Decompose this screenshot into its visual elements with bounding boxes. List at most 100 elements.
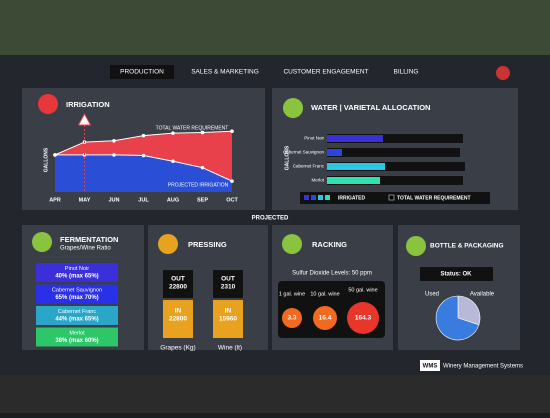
- y-axis-label: GALLONS: [284, 145, 290, 170]
- point: [171, 131, 175, 135]
- divider-label: PROJECTED: [252, 216, 289, 222]
- out-value: 22800: [169, 284, 187, 291]
- level-circle: [282, 308, 302, 328]
- nav-item[interactable]: BILLING: [394, 69, 419, 76]
- legend-swatch: [318, 195, 323, 200]
- wine-label: 1 gal. wine: [279, 291, 305, 297]
- in-box: [213, 300, 243, 338]
- area: [55, 154, 232, 192]
- ratio-box: [36, 284, 118, 304]
- variety: Merlot: [69, 330, 85, 336]
- point: [230, 129, 234, 133]
- x-tick-label: JUL: [138, 197, 149, 203]
- out-value: 2310: [221, 284, 236, 291]
- variety: Cabernet Franc: [58, 309, 96, 315]
- ratio: 40% (max 65%): [55, 274, 98, 280]
- in-value: 15960: [219, 316, 237, 323]
- bar: [327, 163, 385, 170]
- panel-subtitle: Grapes/Wine Ratio: [60, 246, 111, 252]
- annotation: TOTAL WATER REQUIREMENT: [156, 125, 229, 131]
- point: [230, 179, 234, 183]
- nav-item[interactable]: CUSTOMER ENGAGEMENT: [283, 69, 368, 76]
- bezel: [0, 375, 550, 413]
- bar: [327, 177, 380, 184]
- group-label: Grapes (Kg): [160, 345, 195, 352]
- point: [200, 130, 205, 135]
- legend-swatch: [311, 195, 316, 200]
- category-label: Cabernet Sauvignon: [283, 150, 325, 155]
- level-circle: [347, 302, 379, 334]
- icon: [282, 234, 302, 254]
- variety: Pinot Noir: [65, 266, 89, 272]
- pie-slice: [435, 295, 480, 341]
- logo: WMS: [423, 364, 438, 370]
- panel-subtitle: Sulfur Dioxide Levels: 50 ppm: [292, 271, 372, 277]
- background: [0, 0, 550, 55]
- x-tick-label: JUN: [108, 197, 119, 203]
- nav-item[interactable]: SALES & MARKETING: [191, 69, 259, 76]
- pie-label: Used: [425, 292, 439, 298]
- category-label: Cabernet Franc: [293, 164, 325, 169]
- panel-title: BOTTLE & PACKAGING: [430, 243, 504, 250]
- nav-active: [110, 65, 174, 79]
- point: [141, 133, 146, 138]
- x-tick-label: AUG: [167, 197, 179, 203]
- panel-title: RACKING: [312, 240, 347, 249]
- category-label: Merlot: [311, 178, 324, 183]
- ratio-box: [36, 327, 118, 347]
- ratio: 44% (max 65%): [55, 317, 98, 323]
- legend-swatch: [325, 195, 330, 200]
- alert-icon: [77, 112, 92, 126]
- legend-label: IRRIGATED: [338, 195, 366, 201]
- y-axis-label: GALLONS: [43, 147, 49, 172]
- point: [171, 159, 175, 164]
- point: [53, 153, 57, 157]
- panel-title: WATER | VARIETAL ALLOCATION: [311, 103, 430, 112]
- variety: Cabernet Sauvignon: [52, 287, 102, 293]
- panel-title: IRRIGATION: [66, 100, 110, 109]
- bar: [327, 135, 383, 142]
- wine-label: 10 gal. wine: [310, 291, 339, 297]
- level-circle: [313, 306, 337, 330]
- nav-item[interactable]: PRODUCTION: [120, 69, 164, 76]
- wine-label: 50 gal. wine: [348, 287, 377, 293]
- x-tick-label: MAY: [79, 197, 91, 203]
- bar: [327, 134, 463, 143]
- legend-swatch: [304, 195, 309, 200]
- in-value: 22800: [169, 316, 187, 323]
- legend-label: TOTAL WATER REQUIREMENT: [397, 195, 471, 201]
- level-value: 164.3: [355, 315, 372, 322]
- icon: [158, 234, 178, 254]
- ratio-box: [36, 306, 118, 325]
- level-value: 16.4: [319, 315, 332, 322]
- out-label: OUT: [171, 276, 185, 283]
- x-tick-label: APR: [49, 197, 61, 203]
- bar: [327, 148, 460, 157]
- icon: [283, 98, 303, 118]
- icon: [32, 232, 52, 252]
- out-label: OUT: [221, 276, 235, 283]
- x-tick-label: SEP: [197, 197, 208, 203]
- legend-box: [300, 192, 490, 204]
- ratio: 65% (max 70%): [55, 295, 98, 301]
- ratio: 38% (max 60%): [55, 338, 98, 344]
- status-box: [420, 267, 493, 281]
- logo-box: [420, 360, 440, 371]
- ratio-box: [36, 263, 118, 282]
- panel-title: FERMENTATION: [60, 235, 118, 244]
- bar: [327, 149, 342, 156]
- out-box: [213, 270, 243, 298]
- legend-swatch: [388, 194, 395, 201]
- annotation: PROJECTED IRRIGATION: [168, 182, 229, 188]
- group-label: Wine (lt): [218, 345, 242, 352]
- level-value: 3.3: [287, 315, 296, 322]
- point: [141, 153, 146, 158]
- bar: [327, 162, 465, 171]
- panel-title: PRESSING: [188, 240, 227, 249]
- in-label: IN: [175, 308, 182, 315]
- point: [200, 165, 205, 170]
- bar: [327, 176, 463, 185]
- icon: [406, 236, 426, 256]
